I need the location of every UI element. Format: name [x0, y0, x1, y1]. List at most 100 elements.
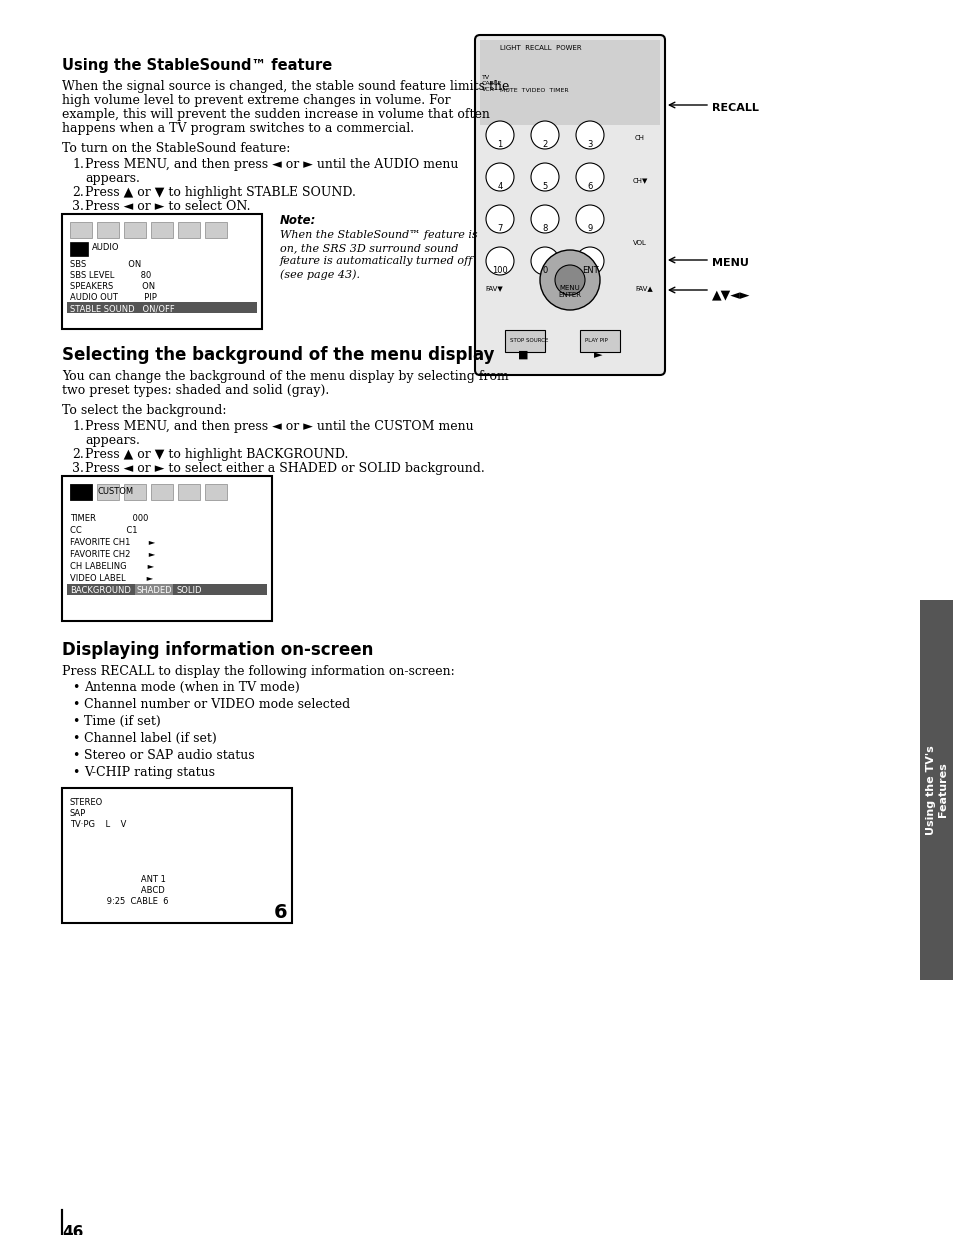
- Text: LIGHT  RECALL  POWER: LIGHT RECALL POWER: [499, 44, 581, 51]
- Bar: [919, 600, 953, 981]
- Circle shape: [485, 121, 514, 149]
- Circle shape: [485, 247, 514, 275]
- Text: TV·PG    L    V: TV·PG L V: [70, 820, 126, 829]
- Text: ►: ►: [593, 350, 601, 359]
- Text: 3.: 3.: [71, 462, 84, 475]
- Bar: [70, 242, 88, 256]
- Text: TIMER              000: TIMER 000: [70, 514, 149, 522]
- Text: PLAY PIP: PLAY PIP: [584, 338, 607, 343]
- Text: 1.: 1.: [71, 420, 84, 433]
- Text: 2.: 2.: [71, 186, 84, 199]
- Text: 1: 1: [497, 140, 502, 149]
- Text: FAVORITE CH2       ►: FAVORITE CH2 ►: [70, 550, 155, 559]
- Text: BACKGROUND: BACKGROUND: [70, 585, 131, 595]
- Text: V-CHIP rating status: V-CHIP rating status: [84, 766, 214, 779]
- Text: 7: 7: [497, 224, 502, 233]
- Text: Press ▲ or ▼ to highlight BACKGROUND.: Press ▲ or ▼ to highlight BACKGROUND.: [85, 448, 348, 461]
- Text: 6: 6: [587, 182, 592, 191]
- Text: SBS LEVEL          80: SBS LEVEL 80: [70, 270, 152, 280]
- Text: 46: 46: [62, 1225, 83, 1235]
- Text: 2: 2: [542, 140, 547, 149]
- Text: appears.: appears.: [85, 172, 140, 185]
- Bar: [62, 788, 292, 923]
- Bar: [67, 303, 256, 312]
- Text: TV
CABLE
VCR: TV CABLE VCR: [481, 75, 501, 91]
- Text: CH LABELING        ►: CH LABELING ►: [70, 562, 154, 571]
- Text: ABCD: ABCD: [70, 885, 165, 895]
- Text: STEREO: STEREO: [70, 798, 103, 806]
- Text: Displaying information on-screen: Displaying information on-screen: [62, 641, 373, 659]
- Text: example, this will prevent the sudden increase in volume that often: example, this will prevent the sudden in…: [62, 107, 489, 121]
- Text: •: •: [71, 680, 79, 694]
- Text: SBS                ON: SBS ON: [70, 261, 141, 269]
- Circle shape: [576, 205, 603, 233]
- Text: on, the SRS 3D surround sound: on, the SRS 3D surround sound: [280, 243, 457, 253]
- Circle shape: [531, 205, 558, 233]
- Text: CH▼: CH▼: [632, 177, 647, 183]
- Text: 4: 4: [497, 182, 502, 191]
- Text: 9:25  CABLE  6: 9:25 CABLE 6: [70, 897, 169, 906]
- Text: AUDIO: AUDIO: [91, 243, 119, 252]
- Text: Using the TV's
Features: Using the TV's Features: [925, 745, 947, 835]
- Text: When the signal source is changed, the stable sound feature limits the: When the signal source is changed, the s…: [62, 80, 509, 93]
- Text: Antenna mode (when in TV mode): Antenna mode (when in TV mode): [84, 680, 299, 694]
- Circle shape: [531, 163, 558, 191]
- Text: 6: 6: [274, 903, 287, 923]
- Bar: [151, 222, 172, 238]
- Text: To select the background:: To select the background:: [62, 404, 226, 417]
- Text: 3.: 3.: [71, 200, 84, 212]
- Text: Press MENU, and then press ◄ or ► until the AUDIO menu: Press MENU, and then press ◄ or ► until …: [85, 158, 457, 170]
- Text: 2.: 2.: [71, 448, 84, 461]
- Text: AUDIO OUT          PIP: AUDIO OUT PIP: [70, 293, 156, 303]
- Text: SOLID: SOLID: [177, 585, 202, 595]
- Text: STOP SOURCE: STOP SOURCE: [510, 338, 548, 343]
- Text: ANT 1: ANT 1: [70, 876, 166, 884]
- Bar: [205, 484, 227, 500]
- FancyBboxPatch shape: [475, 35, 664, 375]
- Text: feature is automatically turned off: feature is automatically turned off: [280, 256, 473, 266]
- Bar: [579, 330, 619, 352]
- Text: FAV▼: FAV▼: [484, 285, 502, 291]
- Text: •: •: [71, 748, 79, 762]
- Circle shape: [531, 247, 558, 275]
- Text: FAVORITE CH1       ►: FAVORITE CH1 ►: [70, 538, 155, 547]
- Text: 5: 5: [542, 182, 547, 191]
- Bar: [67, 584, 267, 595]
- Text: Press ◄ or ► to select either a SHADED or SOLID background.: Press ◄ or ► to select either a SHADED o…: [85, 462, 484, 475]
- Bar: [70, 484, 91, 500]
- Circle shape: [576, 163, 603, 191]
- Bar: [205, 222, 227, 238]
- Text: appears.: appears.: [85, 433, 140, 447]
- Bar: [124, 484, 146, 500]
- Text: Stereo or SAP audio status: Stereo or SAP audio status: [84, 748, 254, 762]
- Circle shape: [485, 163, 514, 191]
- Text: ■: ■: [517, 350, 528, 359]
- Text: Press ▲ or ▼ to highlight STABLE SOUND.: Press ▲ or ▼ to highlight STABLE SOUND.: [85, 186, 355, 199]
- Text: Press ◄ or ► to select ON.: Press ◄ or ► to select ON.: [85, 200, 251, 212]
- Text: CUSTOM: CUSTOM: [97, 487, 133, 496]
- Bar: [62, 214, 262, 329]
- Bar: [151, 484, 172, 500]
- Text: FAV▲: FAV▲: [635, 285, 652, 291]
- Text: 0: 0: [542, 266, 547, 275]
- Circle shape: [531, 121, 558, 149]
- Text: You can change the background of the menu display by selecting from: You can change the background of the men…: [62, 370, 508, 383]
- Bar: [70, 484, 91, 500]
- Text: SHADED: SHADED: [137, 585, 172, 595]
- Text: CC                 C1: CC C1: [70, 526, 137, 535]
- Bar: [97, 484, 119, 500]
- Text: Channel number or VIDEO mode selected: Channel number or VIDEO mode selected: [84, 698, 350, 711]
- Text: SPEAKERS           ON: SPEAKERS ON: [70, 282, 155, 291]
- Text: ENT: ENT: [581, 266, 598, 275]
- Text: 100: 100: [492, 266, 507, 275]
- Circle shape: [555, 266, 584, 295]
- Text: •: •: [71, 698, 79, 711]
- Text: 9: 9: [587, 224, 592, 233]
- Text: ▲▼◄►: ▲▼◄►: [711, 288, 750, 301]
- Text: high volume level to prevent extreme changes in volume. For: high volume level to prevent extreme cha…: [62, 94, 450, 107]
- Bar: [178, 484, 200, 500]
- Bar: [124, 222, 146, 238]
- Circle shape: [576, 247, 603, 275]
- Text: VOL: VOL: [633, 240, 646, 246]
- Text: Selecting the background of the menu display: Selecting the background of the menu dis…: [62, 346, 494, 364]
